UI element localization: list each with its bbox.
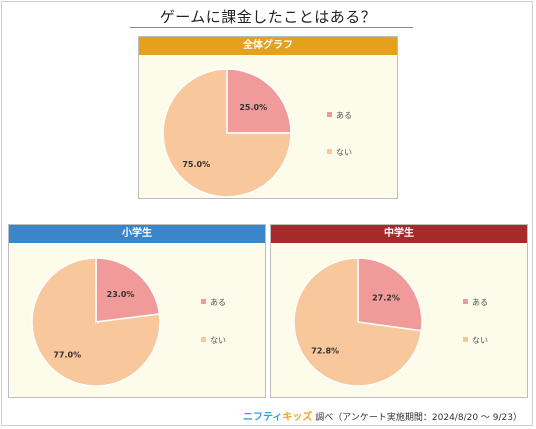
pie-junior-high: 27.2% 72.8% [293,257,423,387]
panel-elementary: 小学生 23.0% 77.0% ある ない [8,224,266,398]
legend-label-nai: ない [472,336,488,345]
legend-aru-elementary: ある [201,298,226,308]
pie-overall: 25.0% 75.0% [162,68,292,198]
legend-aru-overall: ある [327,111,352,121]
legend-label-aru: ある [336,111,352,120]
legend-swatch-nai [463,337,468,342]
title-underline [130,27,413,28]
panel-header-overall: 全体グラフ [139,37,397,55]
data-label-aru-elementary: 23.0% [107,290,135,299]
panel-header-elementary: 小学生 [9,225,265,243]
legend-label-aru: ある [472,298,488,307]
panel-junior-high: 中学生 27.2% 72.8% ある ない [270,224,528,398]
logo-nifty: ニフティ [242,412,283,423]
data-label-nai-junior-high: 72.8% [311,347,339,356]
pie-slice-nai-elementary [31,257,161,387]
legend-label-nai: ない [336,148,352,157]
panel-overall: 全体グラフ 25.0% 75.0% ある ない [138,36,398,199]
legend-swatch-nai [201,337,206,342]
legend-aru-junior-high: ある [463,298,488,308]
legend-label-aru: ある [210,298,226,307]
legend-swatch-aru [327,112,332,117]
legend-swatch-nai [327,149,332,154]
source-text: 調べ（アンケート実施期間：2024/8/20 ～ 9/23） [315,413,522,423]
pie-elementary: 23.0% 77.0% [31,257,161,387]
data-label-nai-elementary: 77.0% [53,351,81,360]
data-label-nai-overall: 75.0% [182,160,210,169]
logo-kids: キッズ [282,412,313,423]
pie-slice-aru-overall [226,68,292,134]
data-label-aru-junior-high: 27.2% [372,294,400,303]
legend-nai-junior-high: ない [463,336,488,346]
legend-label-nai: ない [210,336,226,345]
source-footer: ニフティキッズ 調べ（アンケート実施期間：2024/8/20 ～ 9/23） [243,408,522,423]
legend-swatch-aru [201,299,206,304]
legend-nai-overall: ない [327,148,352,158]
panel-header-junior-high: 中学生 [271,225,527,243]
pie-slice-nai-junior-high [293,257,423,387]
legend-swatch-aru [463,299,468,304]
pie-slice-nai-overall [162,68,292,198]
data-label-aru-overall: 25.0% [239,103,267,112]
pie-slice-aru-junior-high [357,257,423,332]
pie-slice-aru-elementary [95,257,161,323]
legend-nai-elementary: ない [201,336,226,346]
chart-title: ゲームに課金したことはある？ [159,8,377,26]
